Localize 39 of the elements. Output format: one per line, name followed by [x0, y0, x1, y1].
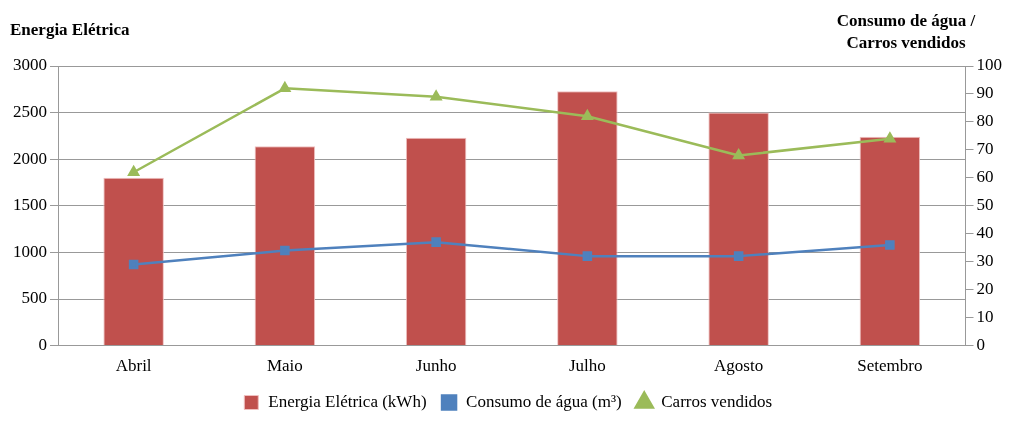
y2-tick-label: 70 [976, 139, 994, 159]
x-tick-label: Setembro [857, 356, 923, 376]
x-tick-label: Maio [266, 356, 303, 376]
y2-axis-title: Consumo de água / Carros vendidos [835, 10, 977, 54]
y2-tick-label: 0 [976, 335, 985, 355]
y-tick-label: 3000 [13, 55, 47, 75]
y2-tick-label: 60 [976, 167, 994, 187]
point [582, 251, 593, 261]
point [885, 240, 895, 250]
x-tick-label: Julho [568, 356, 606, 376]
point [884, 132, 896, 143]
point [280, 245, 290, 256]
y2-tick-label: 80 [976, 111, 994, 131]
legend-label: Consumo de água (m³) [466, 391, 622, 411]
y2-tick-label: 90 [976, 83, 994, 103]
y2-tick-label: 40 [976, 223, 994, 243]
y-tick-label: 1000 [13, 241, 47, 261]
point [431, 237, 441, 247]
point [733, 149, 745, 160]
y-tick-label: 2000 [13, 148, 47, 168]
y2-tick-label: 30 [976, 251, 994, 271]
legend-label: Energia Elétrica (kWh) [268, 391, 427, 411]
y-tick-label: 2500 [13, 102, 47, 122]
y2-tick-label: 10 [976, 307, 994, 327]
point [733, 251, 744, 261]
y2-tick-label: 100 [976, 55, 1002, 75]
y-tick-label: 1500 [13, 195, 47, 215]
point [581, 110, 593, 121]
x-tick-label: Junho [415, 356, 457, 376]
y-tick-label: 0 [38, 335, 47, 355]
point [430, 90, 442, 101]
x-tick-label: Agosto [714, 356, 764, 376]
y-axis-title: Energia Elétrica [10, 20, 130, 40]
y2-tick-label: 50 [976, 195, 994, 215]
legend-label: Carros vendidos [661, 391, 773, 411]
y-tick-label: 500 [21, 288, 47, 308]
x-tick-label: Abril [115, 356, 152, 376]
point [128, 259, 139, 270]
y2-tick-label: 20 [976, 279, 994, 299]
